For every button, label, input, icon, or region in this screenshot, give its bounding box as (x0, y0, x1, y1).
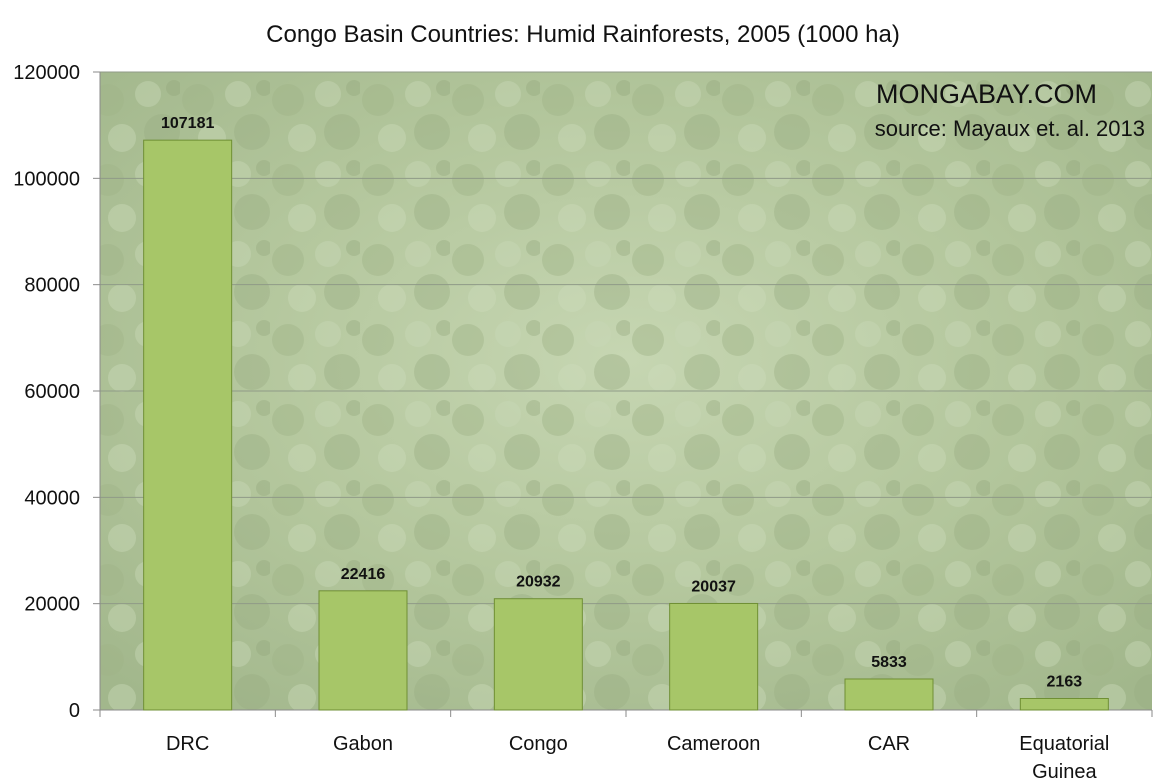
bar-equatorial-guinea (1019, 698, 1109, 711)
y-tick-label: 100000 (13, 168, 80, 190)
plot-area: 0 20000 40000 60000 80000 100000 120000 107181… (13, 62, 1153, 783)
y-tick-label: 120000 (13, 62, 80, 84)
x-tick-label: DRC (166, 733, 209, 755)
y-axis: 0 20000 40000 60000 80000 100000 120000 (13, 62, 100, 722)
data-label: 2163 (1047, 674, 1083, 691)
data-label: 5833 (871, 654, 907, 671)
watermark-source: source: Mayaux et. al. 2013 (875, 116, 1145, 141)
x-tick-label-line: DRC (166, 733, 209, 755)
x-axis: DRC Gabon Congo Cameroon CAR Equatorial Guinea (99, 710, 1153, 783)
y-tick-label: 80000 (24, 275, 80, 297)
x-tick-label: Congo (509, 733, 568, 755)
x-tick-label-line: Gabon (333, 733, 393, 755)
chart-title: Congo Basin Countries: Humid Rainforests… (266, 21, 900, 48)
x-tick-label-line: Guinea (1032, 761, 1097, 783)
data-label: 22416 (341, 566, 386, 583)
data-label: 20037 (691, 578, 736, 595)
bar-drc (143, 139, 233, 711)
x-tick-label: CAR (868, 733, 910, 755)
gridlines (100, 71, 1152, 605)
watermark-brand: MONGABAY.COM (876, 79, 1097, 109)
x-tick-label: Gabon (333, 733, 393, 755)
bar-cameroon (669, 602, 759, 711)
x-tick-label-line: CAR (868, 733, 910, 755)
y-tick-label: 40000 (24, 487, 80, 509)
data-labels: 107181 22416 20932 20037 5833 2163 (161, 115, 1082, 690)
y-tick-label: 60000 (24, 381, 80, 403)
x-tick-label-line: Congo (509, 733, 568, 755)
watermark: MONGABAY.COM source: Mayaux et. al. 2013 (875, 79, 1145, 141)
bar-congo (493, 598, 583, 711)
x-tick-label-line: Cameroon (667, 733, 760, 755)
data-label: 20932 (516, 574, 561, 591)
x-tick-label-line: Equatorial (1019, 733, 1109, 755)
bar-car (844, 678, 934, 711)
x-tick-label: Equatorial Guinea (1019, 733, 1109, 783)
data-label: 107181 (161, 115, 214, 132)
y-tick-label: 0 (69, 700, 80, 722)
x-tick-label: Cameroon (667, 733, 760, 755)
bars (143, 139, 1109, 711)
bar-gabon (318, 590, 408, 711)
y-tick-label: 20000 (24, 594, 80, 616)
